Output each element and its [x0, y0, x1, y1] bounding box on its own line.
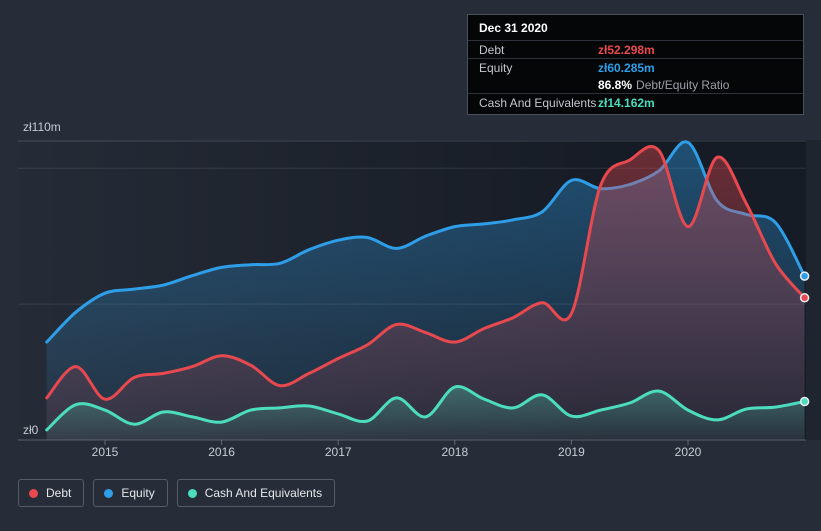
- chart-tooltip: Dec 31 2020 Debt zł52.298m Equity zł60.2…: [467, 14, 804, 115]
- tooltip-cash-value: zł14.162m: [598, 95, 655, 110]
- tooltip-ratio-row: 86.8% Debt/Equity Ratio: [468, 76, 803, 94]
- debt-dot-icon: [29, 488, 38, 498]
- tooltip-equity-value: zł60.285m: [598, 60, 655, 75]
- tooltip-debt-label: Debt: [479, 42, 505, 57]
- y-max-label: zł110m: [23, 120, 61, 134]
- x-label-2015: 2015: [92, 445, 119, 459]
- debt-line: [45, 144, 807, 401]
- tooltip-cash-row: Cash And Equivalents zł14.162m: [468, 94, 803, 111]
- equity-dot-icon: [104, 488, 114, 498]
- y-zero-label: zł0: [23, 423, 39, 437]
- x-label-2017: 2017: [325, 445, 352, 459]
- chart-legend: Debt Equity Cash And Equivalents: [18, 479, 336, 507]
- legend-equity-label: Equity: [121, 486, 155, 500]
- tooltip-debt-value: zł52.298m: [598, 42, 655, 57]
- tooltip-ratio-value: 86.8%: [598, 77, 633, 92]
- cash-dot-icon: [187, 488, 197, 498]
- equity-line: [45, 140, 807, 344]
- tooltip-equity-row: Equity zł60.285m: [468, 59, 803, 76]
- x-label-2016: 2016: [208, 445, 235, 459]
- tooltip-cash-label: Cash And Equivalents: [479, 95, 597, 110]
- cash-area: [46, 386, 805, 440]
- equity-end-dot: [799, 271, 810, 281]
- legend-cash-label: Cash And Equivalents: [204, 486, 323, 500]
- cash-line: [45, 385, 807, 432]
- legend-item-equity[interactable]: Equity: [93, 479, 168, 507]
- cash-end-dot: [799, 396, 810, 407]
- tooltip-date: Dec 31 2020: [468, 15, 803, 41]
- x-label-2019: 2019: [558, 445, 585, 459]
- tooltip-equity-label: Equity: [479, 60, 513, 75]
- debt-area: [46, 146, 805, 441]
- tooltip-debt-row: Debt zł52.298m: [468, 41, 803, 59]
- tooltip-ratio-suffix: Debt/Equity Ratio: [636, 77, 730, 92]
- legend-debt-label: Debt: [46, 486, 72, 500]
- x-label-2020: 2020: [675, 445, 702, 459]
- plot-right-edge: [806, 140, 821, 440]
- debt-end-dot: [799, 293, 810, 303]
- legend-item-cash[interactable]: Cash And Equivalents: [176, 479, 336, 507]
- x-label-2018: 2018: [441, 445, 468, 459]
- legend-item-debt[interactable]: Debt: [18, 479, 85, 507]
